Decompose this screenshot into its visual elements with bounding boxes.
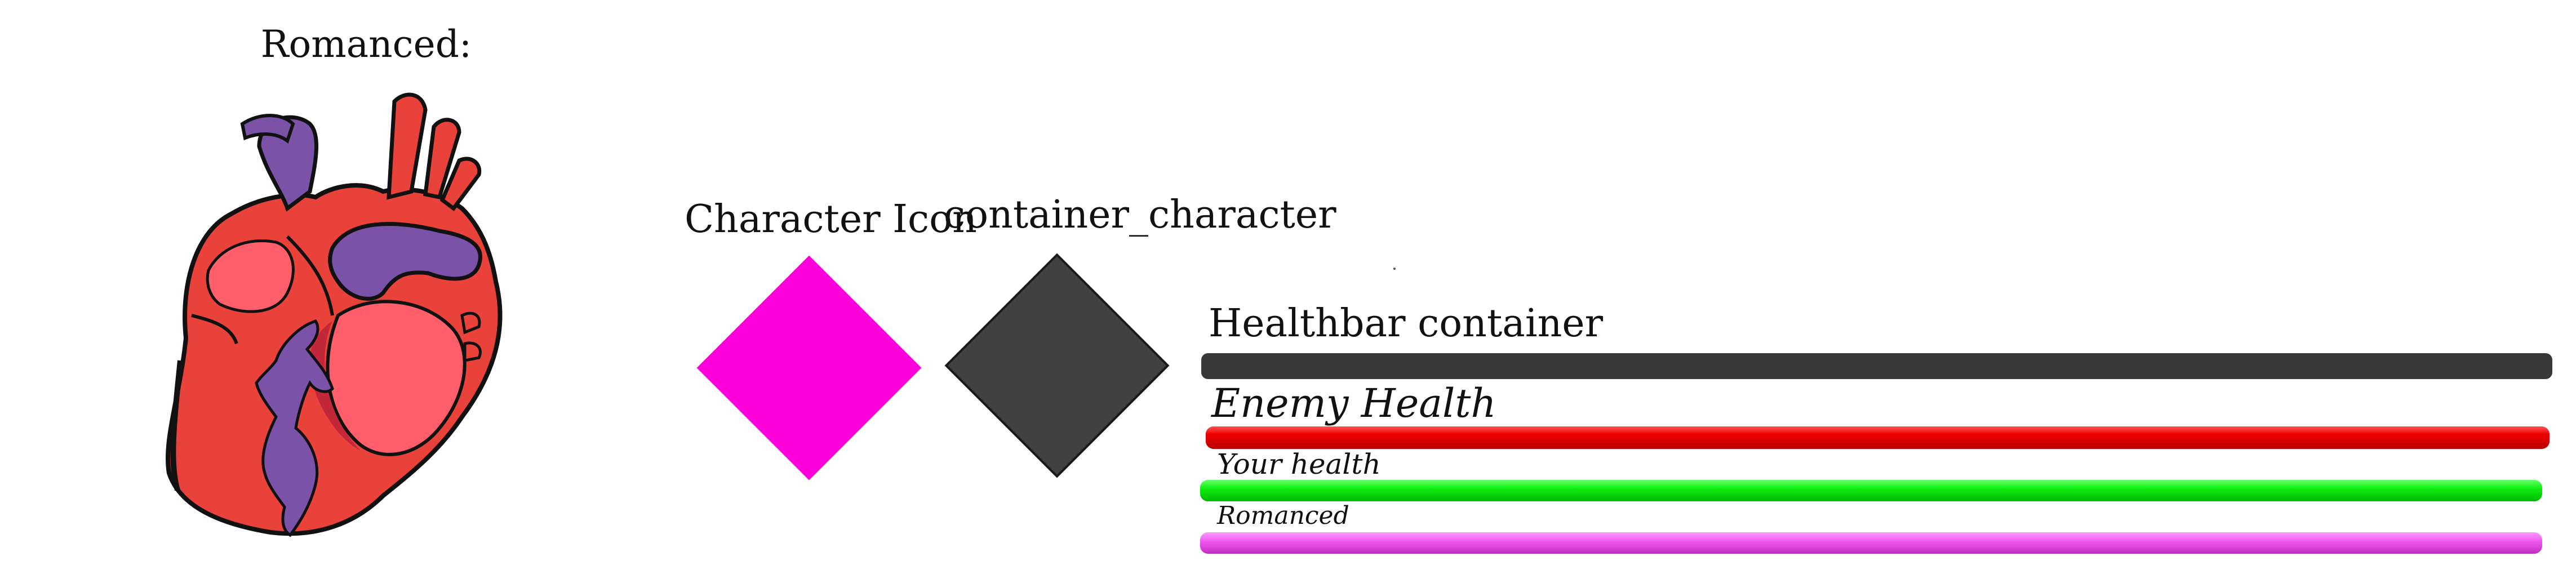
- character-container-label: container_character: [944, 193, 1336, 237]
- romanced-bar: [1200, 532, 2542, 554]
- romanced-title: Romanced:: [260, 23, 472, 66]
- anatomical-heart-icon: [146, 79, 530, 552]
- healthbar-container: [1201, 353, 2552, 379]
- stray-dot: [1393, 268, 1396, 270]
- your-health-label: Your health: [1217, 448, 1381, 480]
- your-health-bar: [1200, 480, 2542, 501]
- character-container-slot[interactable]: [944, 253, 1170, 478]
- enemy-health-fill: [1206, 426, 2550, 449]
- character-icon-slot[interactable]: [696, 255, 922, 480]
- enemy-health-label: Enemy Health: [1211, 380, 1496, 426]
- romanced-bar-label: Romanced: [1217, 501, 1349, 530]
- enemy-health-bar: [1206, 426, 2550, 449]
- character-icon-label: Character Icon: [685, 197, 977, 242]
- healthbar-container-label: Healthbar container: [1209, 301, 1604, 346]
- romanced-fill: [1200, 532, 2542, 554]
- your-health-fill: [1200, 480, 2542, 501]
